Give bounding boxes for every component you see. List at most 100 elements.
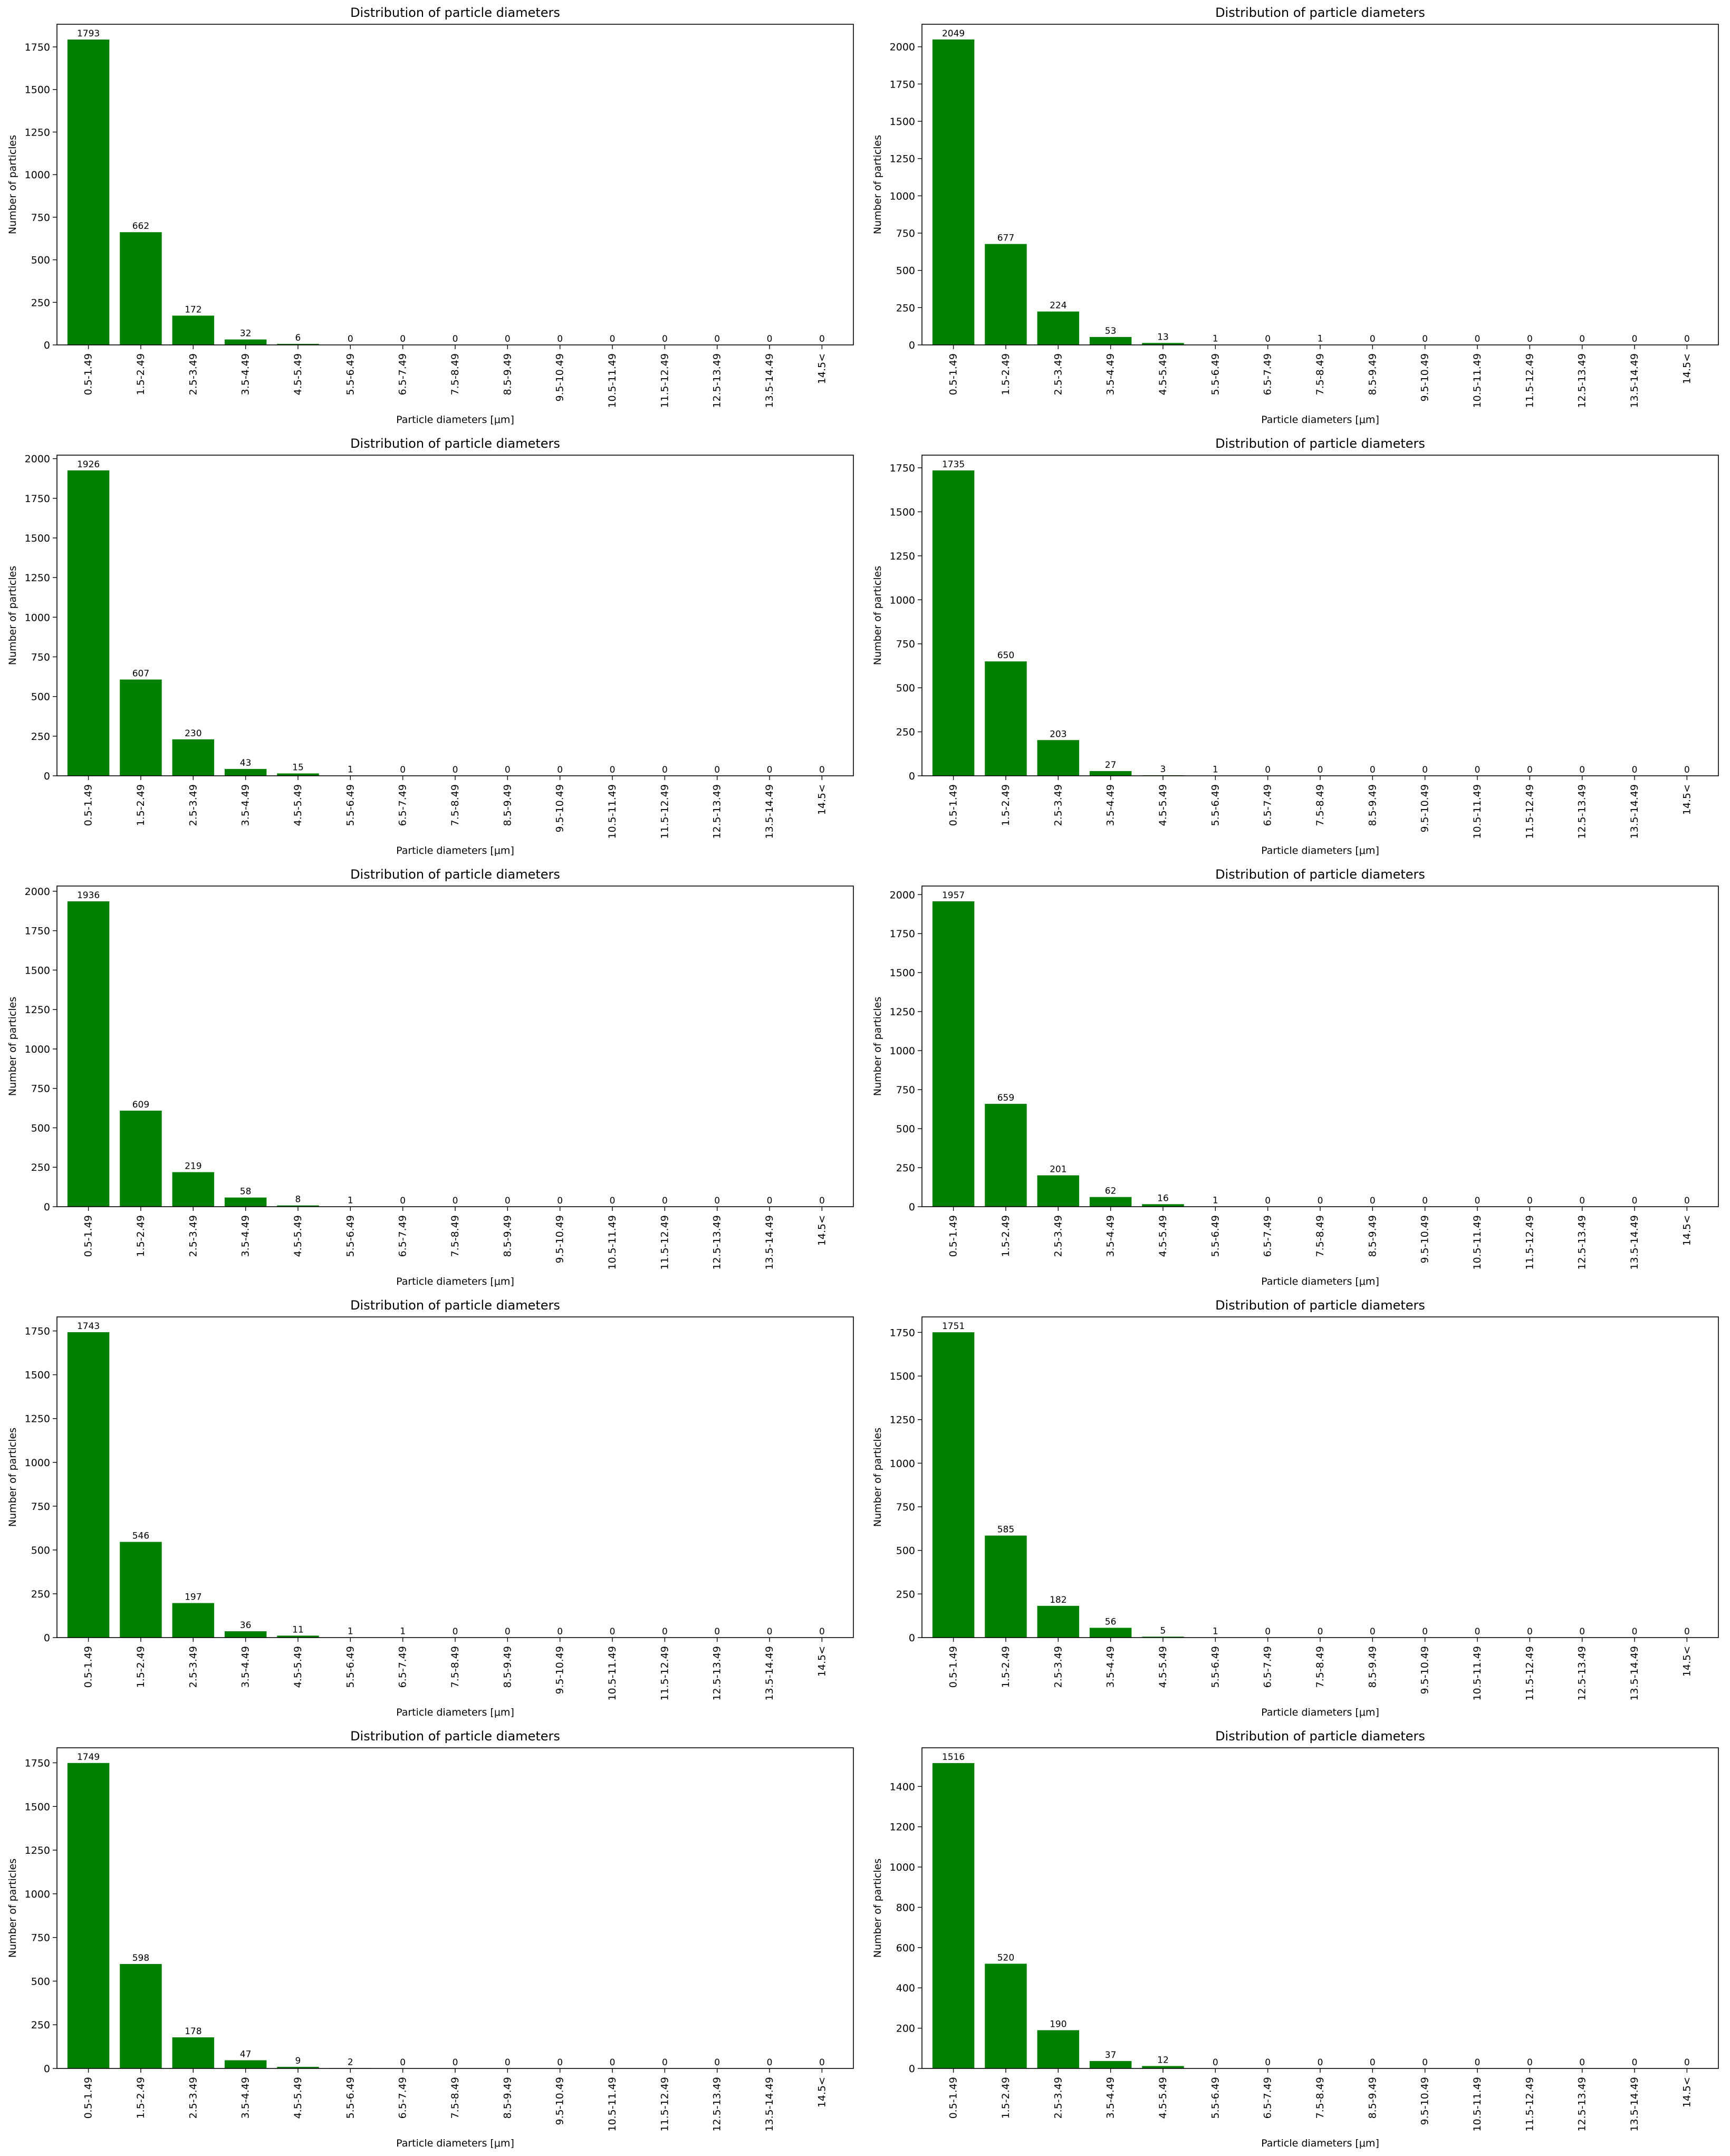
- data-label: 0: [1370, 2057, 1376, 2068]
- y-tick-label: 600: [896, 1942, 915, 1954]
- x-tick-label: 14.5<: [816, 1646, 828, 1677]
- y-axis-label: Number of particles: [872, 1428, 883, 1527]
- x-tick-label: 7.5-8.49: [1314, 1646, 1326, 1688]
- x-tick-label: 3.5-4.49: [240, 2077, 252, 2119]
- y-tick-label: 250: [896, 1589, 915, 1600]
- chart-title: Distribution of particle diameters: [1215, 1298, 1425, 1313]
- x-tick-label: 5.5-6.49: [1209, 2077, 1221, 2119]
- x-tick-label: 4.5-5.49: [292, 1646, 304, 1688]
- y-tick-label: 0: [44, 340, 50, 351]
- y-tick-label: 0: [44, 1201, 50, 1213]
- data-label: 1936: [77, 890, 100, 901]
- y-tick-label: 500: [31, 255, 50, 266]
- bar-1.5-2.49: [120, 1110, 162, 1207]
- x-tick-label: 6.5-7.49: [397, 353, 409, 395]
- x-tick-label: 6.5-7.49: [397, 784, 409, 826]
- axes-frame: [56, 455, 854, 776]
- y-axis-label: Number of particles: [7, 1859, 18, 1958]
- data-label: 0: [1684, 334, 1690, 344]
- y-tick-label: 1750: [890, 79, 915, 90]
- x-tick-label: 8.5-9.49: [1367, 784, 1378, 826]
- chart-title: Distribution of particle diameters: [350, 1298, 560, 1313]
- x-axis-label: Particle diameters [μm]: [1261, 1707, 1379, 1718]
- x-tick-label: 12.5-13.49: [712, 1215, 723, 1270]
- x-tick-label: 11.5-12.49: [659, 353, 670, 408]
- data-label: 0: [662, 334, 668, 344]
- x-tick-label: 2.5-3.49: [187, 2077, 199, 2119]
- data-label: 0: [1475, 334, 1481, 344]
- x-tick-label: 0.5-1.49: [83, 784, 94, 826]
- data-label: 0: [819, 1626, 825, 1637]
- x-tick-label: 11.5-12.49: [659, 784, 670, 839]
- x-tick-label: 6.5-7.49: [1262, 784, 1274, 826]
- y-tick-label: 0: [909, 340, 915, 351]
- x-axis-label: Particle diameters [μm]: [1261, 2138, 1379, 2149]
- data-label: 0: [1265, 1196, 1271, 1206]
- data-label: 546: [132, 1531, 149, 1542]
- x-tick-label: 5.5-6.49: [1209, 1215, 1221, 1257]
- x-tick-label: 13.5-14.49: [764, 784, 775, 839]
- x-tick-label: 9.5-10.49: [1419, 2077, 1431, 2125]
- chart-title: Distribution of particle diameters: [1215, 1729, 1425, 1744]
- y-axis-label: Number of particles: [872, 135, 883, 234]
- data-label: 1: [348, 1626, 353, 1637]
- x-tick-label: 2.5-3.49: [1052, 1215, 1064, 1257]
- axes-frame: [921, 24, 1719, 345]
- x-tick-label: 4.5-5.49: [1157, 1646, 1169, 1688]
- data-label: 1: [1213, 1626, 1218, 1637]
- data-label: 0: [1527, 1626, 1533, 1637]
- bar-4.5-5.49: [1142, 1204, 1184, 1207]
- data-label: 0: [453, 1626, 458, 1637]
- x-tick-label: 0.5-1.49: [948, 1215, 959, 1257]
- y-tick-label: 2000: [890, 889, 915, 901]
- x-tick-label: 0.5-1.49: [83, 1215, 94, 1257]
- x-tick-label: 5.5-6.49: [1209, 1646, 1221, 1688]
- y-tick-label: 1000: [890, 1458, 915, 1469]
- x-tick-label: 8.5-9.49: [502, 353, 513, 395]
- x-tick-label: 9.5-10.49: [1419, 353, 1431, 401]
- y-tick-label: 1500: [890, 116, 915, 128]
- bar-3.5-4.49: [224, 1197, 267, 1207]
- x-tick-label: 1.5-2.49: [135, 1215, 147, 1257]
- bar-3.5-4.49: [1089, 1628, 1132, 1638]
- y-tick-label: 1750: [25, 1757, 50, 1769]
- data-label: 598: [132, 1953, 149, 1964]
- bar-1.5-2.49: [120, 1542, 162, 1638]
- x-tick-label: 1.5-2.49: [135, 2077, 147, 2119]
- x-tick-label: 6.5-7.49: [1262, 1646, 1274, 1688]
- y-tick-label: 1500: [890, 506, 915, 518]
- x-tick-label: 10.5-11.49: [607, 1646, 618, 1701]
- x-tick-label: 0.5-1.49: [83, 1646, 94, 1688]
- x-tick-label: 2.5-3.49: [1052, 1646, 1064, 1688]
- data-label: 0: [1579, 1626, 1585, 1637]
- data-label: 677: [997, 233, 1014, 244]
- data-label: 47: [240, 2049, 252, 2059]
- x-tick-label: 9.5-10.49: [554, 1215, 566, 1263]
- data-label: 0: [1475, 1626, 1481, 1637]
- x-tick-label: 13.5-14.49: [764, 1646, 775, 1701]
- data-label: 0: [557, 2057, 563, 2068]
- x-axis-label: Particle diameters [μm]: [1261, 414, 1379, 426]
- data-label: 0: [819, 2057, 825, 2068]
- axes-frame: [921, 1747, 1719, 2069]
- x-tick-label: 1.5-2.49: [135, 784, 147, 826]
- x-tick-label: 11.5-12.49: [1524, 353, 1535, 408]
- x-tick-label: 0.5-1.49: [83, 353, 94, 395]
- bar-2.5-3.49: [1037, 740, 1080, 776]
- chart-panel-9: Distribution of particle diameters 1749 59…: [7, 1729, 854, 2149]
- x-tick-label: 12.5-13.49: [1577, 784, 1588, 839]
- data-label: 9: [295, 2056, 301, 2066]
- x-tick-label: 6.5-7.49: [1262, 353, 1274, 395]
- data-label: 1516: [942, 1752, 965, 1763]
- bar-0.5-1.49: [67, 470, 110, 776]
- y-tick-label: 1000: [25, 1457, 50, 1469]
- y-tick-label: 1000: [25, 1889, 50, 1900]
- bar-4.5-5.49: [1142, 343, 1184, 345]
- data-label: 662: [132, 221, 149, 232]
- data-label: 0: [1475, 1196, 1481, 1206]
- data-label: 0: [714, 334, 720, 344]
- chart-panel-1: Distribution of particle diameters179366…: [7, 5, 854, 426]
- x-tick-label: 6.5-7.49: [1262, 1215, 1274, 1257]
- x-tick-label: 4.5-5.49: [1157, 353, 1169, 395]
- data-label: 0: [767, 2057, 773, 2068]
